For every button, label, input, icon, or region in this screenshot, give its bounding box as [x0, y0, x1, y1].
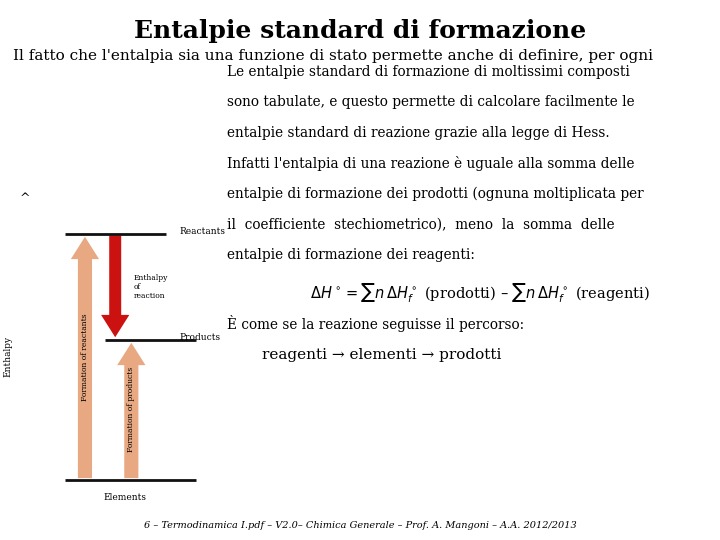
Text: Le entalpie standard di formazione di moltissimi composti: Le entalpie standard di formazione di mo… [227, 65, 630, 79]
Text: entalpie di formazione dei prodotti (ognuna moltiplicata per: entalpie di formazione dei prodotti (ogn… [227, 187, 644, 201]
Text: sono tabulate, e questo permette di calcolare facilmente le: sono tabulate, e questo permette di calc… [227, 95, 634, 109]
Text: Enthalpy
of
reaction: Enthalpy of reaction [133, 274, 168, 300]
Text: entalpie standard di reazione grazie alla legge di Hess.: entalpie standard di reazione grazie all… [227, 126, 609, 140]
Text: il  coefficiente  stechiometrico),  meno  la  somma  delle: il coefficiente stechiometrico), meno la… [227, 217, 614, 231]
Text: Il fatto che l'entalpia sia una funzione di stato permette anche di definire, pe: Il fatto che l'entalpia sia una funzione… [13, 49, 653, 63]
Text: Reactants: Reactants [180, 227, 225, 235]
Text: Infatti l'entalpia di una reazione è uguale alla somma delle: Infatti l'entalpia di una reazione è ugu… [227, 157, 634, 171]
FancyArrow shape [117, 343, 145, 478]
Text: entalpie di formazione dei reagenti:: entalpie di formazione dei reagenti: [227, 248, 474, 262]
Text: È come se la reazione seguisse il percorso:: È come se la reazione seguisse il percor… [227, 314, 524, 332]
Text: ^: ^ [19, 192, 30, 205]
Text: Products: Products [180, 333, 221, 342]
Text: 6 – Termodinamica I.pdf – V2.0– Chimica Generale – Prof. A. Mangoni – A.A. 2012/: 6 – Termodinamica I.pdf – V2.0– Chimica … [143, 521, 577, 530]
Text: Elements: Elements [104, 494, 147, 502]
Text: reagenti → elementi → prodotti: reagenti → elementi → prodotti [262, 348, 501, 362]
Text: Entalpie standard di formazione: Entalpie standard di formazione [134, 19, 586, 43]
FancyArrow shape [101, 235, 130, 337]
Text: Formation of products: Formation of products [127, 367, 135, 453]
Text: $\it{\Delta}$$H^\circ = \sum n\,$$\it{\Delta}$$H_f^\circ$ (prodotti) – $\sum n\,: $\it{\Delta}$$H^\circ = \sum n\,$$\it{\D… [310, 281, 649, 305]
Text: Formation of reactants: Formation of reactants [81, 313, 89, 401]
FancyArrow shape [71, 237, 99, 478]
Text: Enthalpy: Enthalpy [4, 336, 13, 377]
